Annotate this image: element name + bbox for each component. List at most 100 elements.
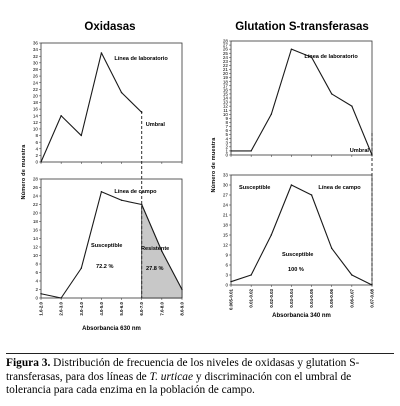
x-tick-label: 7.0-8.0 bbox=[159, 301, 164, 315]
y-tick-label: 24 bbox=[223, 55, 229, 60]
data-point bbox=[310, 194, 313, 196]
y-tick-label: 15 bbox=[223, 233, 229, 238]
y-tick-label: 14 bbox=[33, 236, 39, 241]
y-tick-label: 24 bbox=[223, 203, 229, 208]
data-point bbox=[331, 247, 333, 250]
x-tick-label: 6.0-7.0 bbox=[139, 301, 144, 315]
y-tick-label: 15 bbox=[223, 92, 229, 97]
y-tick-label: 21 bbox=[223, 67, 229, 72]
x-tick-label: 0.07-0.08 bbox=[370, 288, 375, 307]
y-tick-label: 6 bbox=[35, 270, 38, 275]
y-tick-label: 12 bbox=[223, 104, 229, 109]
y-tick-label: 0 bbox=[225, 153, 228, 158]
data-point bbox=[60, 297, 62, 299]
y-tick-label: 25 bbox=[223, 51, 229, 56]
chart-panel-gst-lab: 0123456789101112131415161718192021222324… bbox=[211, 39, 373, 193]
y-tick-label: 26 bbox=[223, 47, 229, 52]
caption-text-after: y discriminación con el umbral de tolera… bbox=[6, 370, 352, 397]
y-tick-label: 12 bbox=[223, 243, 229, 248]
y-tick-label: 13 bbox=[223, 100, 229, 105]
data-point bbox=[230, 280, 232, 283]
y-tick-label: 32 bbox=[33, 54, 39, 59]
panel-title: Línea de laboratorio bbox=[304, 54, 358, 60]
y-tick-label: 4 bbox=[35, 279, 38, 284]
series-line bbox=[230, 184, 373, 286]
data-point bbox=[100, 191, 103, 193]
y-tick-label: 24 bbox=[33, 194, 39, 199]
y-tick-label: 11 bbox=[223, 108, 228, 113]
data-point bbox=[331, 93, 333, 95]
y-tick-label: 0 bbox=[35, 296, 38, 301]
x-tick-label: 8.0-9.0 bbox=[180, 301, 185, 315]
y-tick-label: 21 bbox=[223, 213, 229, 218]
panel-title: Línea de campo bbox=[318, 185, 361, 191]
y-tick-label: 20 bbox=[223, 71, 229, 76]
x-tick-label: 0.06-0.07 bbox=[349, 288, 354, 307]
data-point bbox=[351, 274, 353, 276]
y-tick-label: 18 bbox=[223, 79, 229, 84]
y-tick-label: 26 bbox=[33, 185, 39, 190]
x-tick-label: 2.0-3.0 bbox=[59, 301, 64, 315]
y-tick-label: 5 bbox=[225, 132, 228, 137]
caption-label: Figura 3. bbox=[6, 357, 51, 369]
data-point bbox=[80, 134, 82, 137]
y-tick-label: 1 bbox=[225, 149, 228, 154]
caption-species: T. urticae bbox=[149, 370, 194, 383]
y-tick-label: 36 bbox=[33, 41, 39, 46]
y-tick-label: 28 bbox=[33, 67, 39, 72]
y-tick-label: 26 bbox=[33, 74, 39, 79]
y-tick-label: 14 bbox=[223, 96, 229, 101]
x-tick-label: 0.05-0.06 bbox=[329, 288, 334, 307]
susceptible-label: Susceptible bbox=[282, 252, 313, 258]
y-tick-label: 28 bbox=[33, 177, 39, 182]
susceptible-label: Susceptible bbox=[91, 243, 122, 249]
x-tick-label: 0.01-0.02 bbox=[249, 288, 254, 307]
y-tick-label: 9 bbox=[225, 116, 228, 121]
x-axis-label: Absorbancia 340 nm bbox=[272, 313, 331, 319]
x-tick-label: 5.0-6.0 bbox=[119, 301, 124, 315]
susceptible-percent: 100 % bbox=[288, 267, 304, 273]
panel-title: Línea de campo bbox=[114, 189, 157, 195]
y-tick-label: 18 bbox=[33, 100, 39, 105]
umbral-label-gst: Umbral bbox=[350, 148, 370, 154]
y-tick-label: 16 bbox=[33, 107, 39, 112]
y-tick-label: 28 bbox=[223, 39, 229, 44]
x-tick-label: 0.005-0.01 bbox=[229, 288, 234, 310]
data-point bbox=[230, 150, 232, 152]
x-tick-label: 0.03-0.04 bbox=[289, 288, 294, 307]
y-axis-label: Número de muestra bbox=[21, 144, 27, 200]
figure-3-charts: Oxidasas Glutation S-transferasas 024681… bbox=[21, 21, 375, 332]
y-tick-label: 20 bbox=[33, 93, 39, 98]
y-tick-label: 6 bbox=[225, 128, 228, 133]
y-tick-label: 22 bbox=[223, 63, 229, 68]
y-tick-label: 7 bbox=[225, 124, 228, 129]
y-tick-label: 34 bbox=[33, 47, 39, 52]
y-tick-label: 19 bbox=[223, 75, 229, 80]
left-column-title: Oxidasas bbox=[84, 21, 135, 33]
y-tick-label: 24 bbox=[33, 80, 39, 85]
y-tick-label: 10 bbox=[33, 253, 39, 258]
y-tick-label: 9 bbox=[225, 253, 228, 258]
data-point bbox=[351, 105, 353, 107]
resistente-percent: 27.8 % bbox=[146, 266, 163, 272]
y-tick-label: 3 bbox=[225, 273, 228, 278]
y-tick-label: 18 bbox=[223, 223, 229, 228]
caption-block: Figura 3. Distribución de frecuencia de … bbox=[6, 353, 394, 398]
y-tick-label: 6 bbox=[225, 263, 228, 268]
right-column-title: Glutation S-transferasas bbox=[235, 21, 369, 33]
y-tick-label: 0 bbox=[35, 160, 38, 165]
data-point bbox=[80, 267, 82, 269]
x-tick-label: 3.0-4.0 bbox=[79, 301, 84, 315]
y-tick-label: 27 bbox=[223, 43, 229, 48]
y-tick-label: 16 bbox=[33, 228, 39, 233]
y-tick-label: 4 bbox=[35, 146, 38, 151]
series-line bbox=[40, 191, 183, 299]
umbral-label-oxidasas: Umbral bbox=[146, 122, 166, 128]
caption-text-before: Distribución de frecuencia de los nivele… bbox=[6, 357, 360, 383]
chart-panel-gst-campo: 0 3 6 9 12 15 18 21 24 27 30 33 Línea de campo 0.005-… bbox=[223, 173, 375, 319]
data-point bbox=[290, 48, 293, 50]
y-tick-label: 4 bbox=[225, 136, 228, 141]
data-point bbox=[40, 293, 42, 295]
y-tick-label: 2 bbox=[35, 153, 38, 158]
